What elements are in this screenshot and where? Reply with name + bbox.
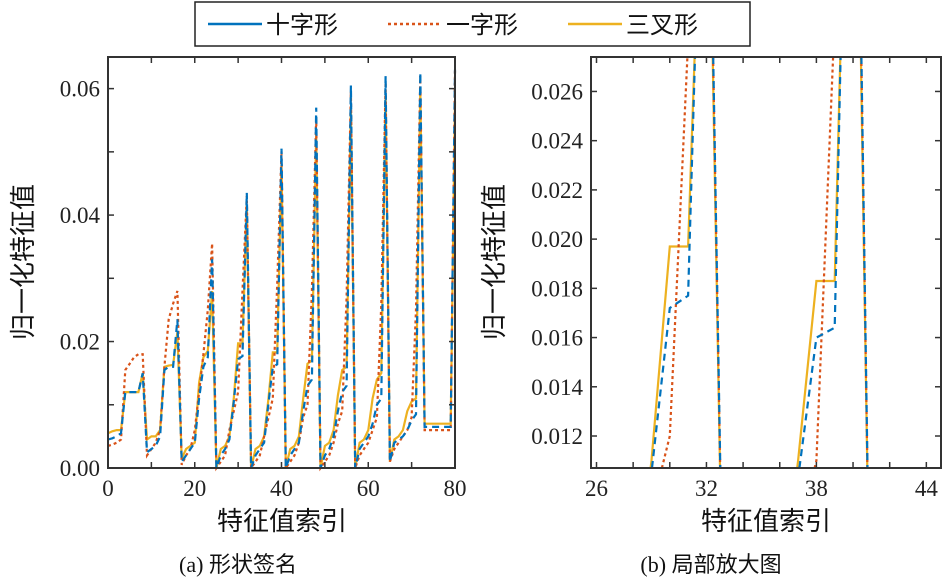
y-tick-label: 0.016 <box>531 326 583 351</box>
series-cross <box>650 56 869 469</box>
caption-a: (a) 形状签名 <box>179 552 297 577</box>
x-tick-label: 80 <box>444 476 467 501</box>
series-trident <box>107 88 457 469</box>
series-group <box>649 56 869 469</box>
legend-box <box>194 1 751 47</box>
y-tick-label: 0.04 <box>60 203 101 228</box>
legend: 十字形 一字形 三叉形 <box>194 1 751 47</box>
x-tick-label: 26 <box>585 476 608 501</box>
series-line <box>107 69 457 472</box>
ylabel-b: 归一化特征值 <box>480 184 510 340</box>
axes-frame <box>107 56 456 469</box>
plot-a: 0 20 40 60 80 0.00 0.02 0.04 0.06 <box>60 56 467 501</box>
ylabel-a: 归一化特征值 <box>9 184 39 340</box>
y-tick-label: 0.018 <box>531 276 583 301</box>
y-tick-label: 0.00 <box>60 456 100 481</box>
y-tick-label: 0.012 <box>531 424 583 449</box>
x-tick-label: 40 <box>270 476 293 501</box>
caption-b: (b) 局部放大图 <box>640 552 781 577</box>
legend-label-cross: 十字形 <box>266 11 338 39</box>
xlabel-b: 特征值索引 <box>701 507 831 537</box>
y-tick-label: 0.02 <box>60 330 100 355</box>
xlabel-a: 特征值索引 <box>217 507 347 537</box>
x-tick-label: 20 <box>183 476 206 501</box>
y-tick-label: 0.06 <box>60 77 100 102</box>
y-tick-label: 0.022 <box>531 178 583 203</box>
y-tick-label: 0.024 <box>531 129 583 154</box>
series-cross <box>107 69 457 469</box>
y-tick-label: 0.014 <box>531 375 583 400</box>
legend-label-line: 一字形 <box>446 11 518 39</box>
x-tick-label: 60 <box>357 476 380 501</box>
legend-label-trident: 三叉形 <box>626 11 698 39</box>
y-tick-label: 0.020 <box>531 227 583 252</box>
x-tick-label: 0 <box>102 476 114 501</box>
series-group <box>107 69 457 472</box>
series-trident <box>649 56 869 469</box>
plot-b: 26 32 38 44 0.012 0.014 0.016 0.018 0.020 0.022 0.… <box>531 56 942 501</box>
x-tick-label: 32 <box>695 476 718 501</box>
x-tick-label: 44 <box>915 476 939 501</box>
axes-frame <box>590 56 942 469</box>
y-tick-label: 0.026 <box>531 79 583 104</box>
x-tick-label: 38 <box>805 476 828 501</box>
